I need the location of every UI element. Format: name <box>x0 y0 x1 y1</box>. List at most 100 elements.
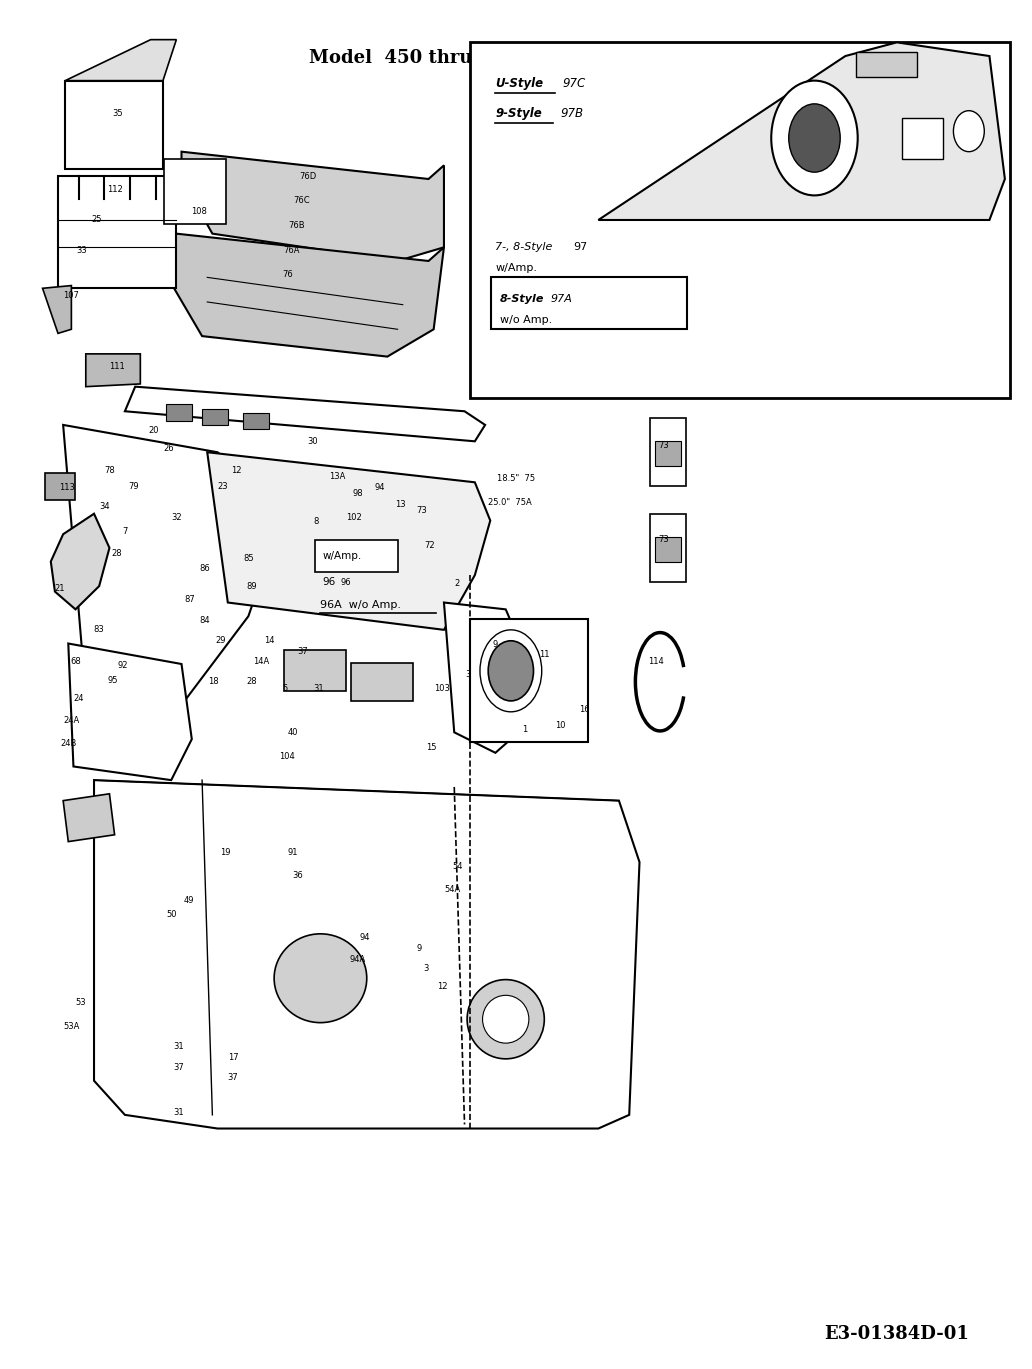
Text: 112: 112 <box>106 185 123 194</box>
Text: 68: 68 <box>70 657 80 665</box>
Text: 15: 15 <box>426 743 437 752</box>
Text: 2: 2 <box>455 579 460 587</box>
Polygon shape <box>182 152 444 261</box>
Polygon shape <box>42 286 71 334</box>
Text: 34: 34 <box>99 502 109 512</box>
Text: 36: 36 <box>292 871 303 880</box>
Text: 31: 31 <box>173 1108 184 1117</box>
Text: 8: 8 <box>314 517 319 527</box>
Ellipse shape <box>275 934 366 1023</box>
Text: 8-Style: 8-Style <box>499 294 544 304</box>
Text: 91: 91 <box>287 847 298 857</box>
Bar <box>44 472 75 500</box>
Text: 9: 9 <box>493 641 498 649</box>
Text: 53: 53 <box>75 998 86 1008</box>
Text: 54: 54 <box>452 861 462 871</box>
Text: 37: 37 <box>297 648 309 656</box>
Text: 76B: 76B <box>289 220 305 230</box>
Text: 32: 32 <box>171 513 182 523</box>
Polygon shape <box>94 780 640 1128</box>
Text: 1: 1 <box>521 726 527 734</box>
Text: 94: 94 <box>359 932 369 942</box>
Bar <box>650 513 686 582</box>
Text: 7: 7 <box>122 527 128 537</box>
Text: 13: 13 <box>395 500 406 509</box>
Text: 92: 92 <box>118 661 128 669</box>
Text: 28: 28 <box>111 549 122 557</box>
Text: 23: 23 <box>218 482 228 491</box>
Text: 16: 16 <box>579 705 589 713</box>
Text: 102: 102 <box>347 513 362 523</box>
Text: 98: 98 <box>352 489 363 498</box>
Text: 104: 104 <box>279 753 294 761</box>
Text: 26: 26 <box>164 444 174 453</box>
Polygon shape <box>68 643 192 780</box>
Text: 3: 3 <box>424 964 429 973</box>
Bar <box>316 539 397 572</box>
Text: 97A: 97A <box>551 294 573 304</box>
Ellipse shape <box>483 995 528 1043</box>
Ellipse shape <box>467 980 544 1058</box>
Text: w/Amp.: w/Amp. <box>495 263 538 272</box>
Text: 40: 40 <box>287 728 298 737</box>
Text: 24: 24 <box>73 694 84 702</box>
Text: 53A: 53A <box>63 1021 79 1031</box>
Bar <box>491 278 687 330</box>
Text: 76: 76 <box>282 270 293 279</box>
Text: 24A: 24A <box>63 716 79 724</box>
Polygon shape <box>444 602 526 753</box>
Text: 76C: 76C <box>294 196 311 205</box>
Text: 29: 29 <box>216 637 226 645</box>
Polygon shape <box>51 513 109 609</box>
Text: 9-Style: 9-Style <box>495 107 542 120</box>
Text: 10: 10 <box>555 721 566 730</box>
Text: 95: 95 <box>107 676 118 684</box>
Text: 14A: 14A <box>253 657 269 665</box>
Text: 3: 3 <box>465 671 471 679</box>
Polygon shape <box>599 42 1005 220</box>
Text: 31: 31 <box>173 1042 184 1051</box>
Bar <box>285 650 346 691</box>
Bar <box>655 537 681 561</box>
Bar <box>244 412 269 428</box>
Text: 73: 73 <box>657 441 669 450</box>
Text: 94A: 94A <box>350 954 365 964</box>
Text: w/Amp.: w/Amp. <box>323 552 362 561</box>
Text: 17: 17 <box>228 1053 238 1062</box>
Polygon shape <box>125 386 485 441</box>
Bar <box>902 118 943 159</box>
Text: 25: 25 <box>92 215 102 225</box>
Text: 73: 73 <box>657 535 669 545</box>
Text: U-Style: U-Style <box>495 77 544 90</box>
Text: 97: 97 <box>574 242 588 252</box>
Text: 24B: 24B <box>60 739 76 747</box>
Text: 108: 108 <box>191 207 207 216</box>
Text: 111: 111 <box>108 361 125 371</box>
Text: 18: 18 <box>208 678 219 686</box>
Text: 19: 19 <box>221 847 231 857</box>
Text: 86: 86 <box>200 564 211 572</box>
Text: 33: 33 <box>76 245 87 255</box>
Bar <box>58 177 176 289</box>
Text: 96: 96 <box>341 578 352 586</box>
Text: 14: 14 <box>264 637 275 645</box>
Text: 76A: 76A <box>284 245 300 255</box>
Text: 89: 89 <box>247 582 257 590</box>
Circle shape <box>788 104 840 172</box>
Text: 84: 84 <box>200 616 211 624</box>
Text: 96: 96 <box>323 576 335 587</box>
Bar <box>650 418 686 486</box>
Text: E3-01384D-01: E3-01384D-01 <box>825 1325 969 1343</box>
Text: 103: 103 <box>434 684 450 693</box>
Bar <box>470 42 1010 397</box>
Text: 113: 113 <box>59 483 75 493</box>
Text: 83: 83 <box>94 626 104 634</box>
Text: 85: 85 <box>244 554 254 563</box>
Bar <box>166 404 192 420</box>
Text: 28: 28 <box>247 678 257 686</box>
Polygon shape <box>207 452 490 630</box>
Text: 54A: 54A <box>444 884 460 894</box>
Text: w/o Amp.: w/o Amp. <box>499 315 552 324</box>
Bar <box>655 441 681 465</box>
Polygon shape <box>63 424 275 698</box>
